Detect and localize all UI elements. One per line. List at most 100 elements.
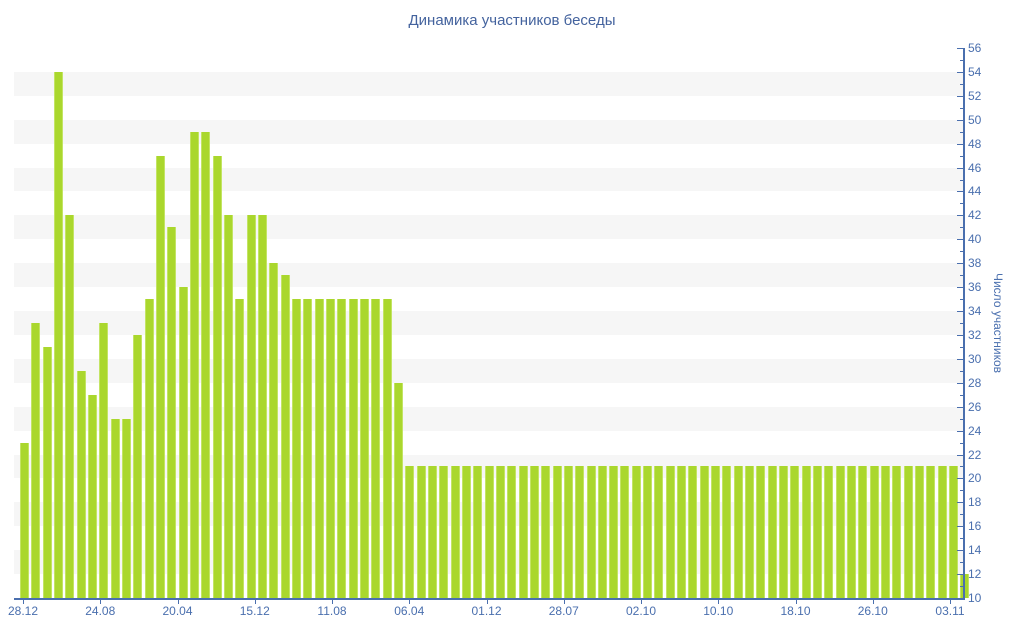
bar (257, 215, 267, 598)
y-major-tick (957, 71, 963, 73)
bar (620, 466, 630, 598)
bar (121, 418, 131, 598)
y-major-tick (957, 167, 963, 169)
y-axis-line (963, 48, 965, 600)
y-minor-tick (960, 514, 963, 516)
bar (926, 466, 936, 598)
bar (348, 299, 358, 598)
bar (665, 466, 675, 598)
y-major-tick (957, 191, 963, 193)
bar (847, 466, 857, 598)
bar (575, 466, 585, 598)
bar (915, 466, 925, 598)
bar (711, 466, 721, 598)
y-minor-tick (960, 203, 963, 205)
y-tick-label: 22 (968, 447, 982, 462)
bar (881, 466, 891, 598)
bar (155, 155, 165, 598)
y-tick-label: 44 (968, 184, 982, 199)
bar (473, 466, 483, 598)
y-major-tick (957, 358, 963, 360)
x-tick-label: 01.12 (471, 604, 502, 618)
bar (586, 466, 596, 598)
x-tick-label: 11.08 (317, 604, 347, 618)
x-tick-label: 28.07 (548, 604, 579, 618)
bar (450, 466, 460, 598)
y-tick-label: 40 (968, 232, 982, 247)
bar (654, 466, 664, 598)
bar (722, 466, 732, 598)
bar (779, 466, 789, 598)
bar (541, 466, 551, 598)
x-tick (23, 600, 24, 604)
y-major-tick (957, 239, 963, 241)
y-tick-label: 20 (968, 471, 982, 486)
bar (745, 466, 755, 598)
bar (677, 466, 687, 598)
bar (20, 442, 29, 598)
bar (31, 323, 41, 598)
bar (903, 466, 913, 598)
y-tick-label: 30 (968, 351, 982, 366)
x-tick (563, 600, 565, 604)
y-minor-tick (960, 227, 963, 229)
y-tick-label: 10 (968, 591, 982, 605)
bar (337, 299, 347, 598)
x-tick-label: 20.04 (162, 604, 193, 618)
bar (133, 334, 143, 598)
x-tick (409, 600, 411, 604)
x-tick-label: 26.10 (857, 604, 888, 618)
y-major-tick (957, 598, 963, 599)
y-minor-tick (960, 370, 963, 372)
grid-band (14, 167, 963, 192)
bar (507, 466, 517, 598)
x-tick (795, 600, 797, 604)
bar (235, 299, 245, 598)
y-minor-tick (960, 418, 963, 420)
bar (416, 466, 426, 598)
bar (631, 466, 641, 598)
y-major-tick (957, 478, 963, 480)
bar (42, 346, 52, 598)
bar (495, 466, 505, 598)
bar (643, 466, 653, 598)
bar (518, 466, 528, 598)
y-minor-tick (960, 323, 963, 324)
bar (53, 71, 63, 598)
x-tick-label: 03.11 (935, 604, 965, 618)
y-minor-tick (960, 107, 963, 109)
y-minor-tick (960, 155, 963, 157)
y-major-tick (957, 454, 963, 456)
bar (99, 323, 109, 598)
y-major-tick (957, 334, 963, 336)
bar (269, 263, 279, 598)
y-tick-label: 48 (968, 136, 982, 151)
x-axis-line (14, 598, 965, 600)
y-tick-label: 24 (968, 423, 982, 438)
bar (835, 466, 845, 598)
y-tick-label: 36 (968, 280, 982, 295)
y-major-tick (957, 287, 963, 289)
y-tick-label: 28 (968, 375, 982, 390)
bar (609, 466, 619, 598)
y-major-tick (957, 574, 963, 576)
bar (733, 466, 743, 598)
bar (756, 466, 766, 598)
y-tick-label: 50 (968, 112, 982, 127)
x-tick-label: 24.08 (85, 604, 116, 618)
bar (223, 215, 233, 598)
bar (439, 466, 449, 598)
y-tick-label: 46 (968, 160, 982, 175)
y-tick-label: 54 (968, 64, 982, 79)
y-tick-label: 16 (968, 519, 982, 534)
y-major-tick (957, 430, 963, 432)
bar (767, 466, 777, 598)
y-minor-tick (960, 490, 963, 492)
x-tick-label: 15.12 (239, 604, 270, 618)
y-tick-label: 52 (968, 88, 982, 103)
y-minor-tick (960, 299, 963, 301)
bar (529, 466, 539, 598)
x-tick-label: 18.10 (780, 604, 811, 618)
